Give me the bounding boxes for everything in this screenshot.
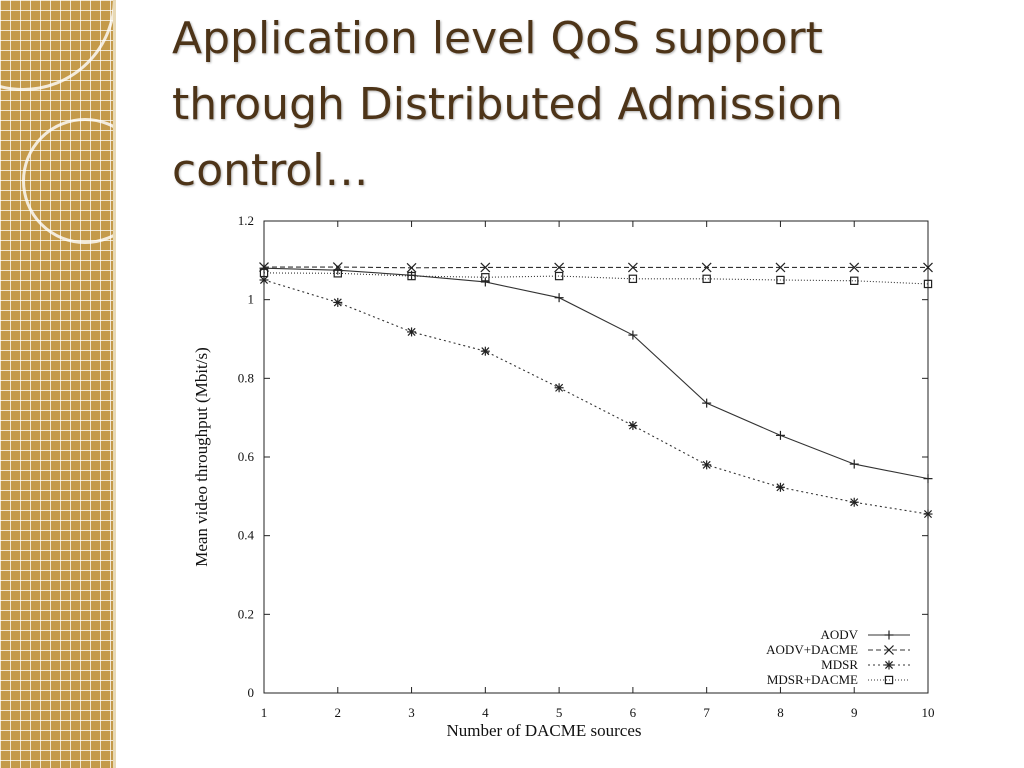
decorative-side-band [0, 0, 113, 768]
data-point-marker [480, 277, 490, 287]
x-tick-label: 7 [703, 705, 710, 720]
data-point-marker [628, 421, 638, 431]
x-axis-label: Number of DACME sources [447, 721, 642, 740]
data-point-marker [775, 482, 785, 492]
legend-label: MDSR+DACME [767, 672, 858, 687]
x-tick-label: 8 [777, 705, 784, 720]
data-point-marker [923, 262, 933, 273]
data-point-marker [923, 509, 933, 519]
data-point-marker [259, 263, 269, 273]
series-line-2 [263, 279, 929, 515]
data-point-marker [259, 268, 269, 278]
y-axis-label: Mean video throughput (Mbit/s) [192, 347, 211, 567]
data-point-marker [554, 383, 564, 393]
data-point-marker [333, 269, 342, 278]
y-tick-label: 0.8 [238, 370, 254, 385]
x-tick-label: 3 [408, 705, 415, 720]
data-point-marker [775, 262, 786, 273]
y-tick-label: 0.2 [238, 606, 254, 621]
data-point-marker [702, 398, 712, 408]
line-chart: 1 2 3 4 5 6 7 8 9 10 0 0.2 0.4 0.6 0.8 1 1.2 AODVAODV+DA… [192, 213, 935, 740]
y-tick-label: 0 [248, 685, 255, 700]
data-point-marker [480, 262, 491, 273]
plot-frame [263, 220, 929, 694]
x-tick-label: 5 [556, 705, 563, 720]
data-point-marker [849, 262, 860, 273]
axes-layer: 1 2 3 4 5 6 7 8 9 10 0 0.2 0.4 0.6 0.8 1 1.2 [238, 213, 935, 720]
x-tick-label: 6 [630, 705, 637, 720]
side-band-edge [113, 0, 116, 768]
data-point-marker [406, 262, 417, 273]
x-tick-label: 10 [922, 705, 935, 720]
data-point-marker [628, 274, 638, 284]
data-point-marker [702, 460, 712, 470]
y-tick-label: 0.4 [238, 528, 255, 543]
series-layer [259, 262, 933, 519]
series-line-3 [263, 272, 929, 285]
data-point-marker [554, 271, 564, 281]
x-tick-label: 4 [482, 705, 489, 720]
y-tick-label: 1 [248, 292, 255, 307]
legend-label: MDSR [821, 657, 858, 672]
x-tick-label: 1 [261, 705, 268, 720]
data-point-marker [775, 430, 785, 440]
series-line-0 [263, 267, 929, 480]
x-tick-label: 9 [851, 705, 858, 720]
data-point-marker [776, 275, 785, 285]
y-tick-label: 0.6 [238, 449, 255, 464]
data-point-marker [554, 293, 564, 303]
data-point-marker [480, 346, 490, 356]
series-line-1 [264, 266, 928, 269]
legend-marker [884, 675, 894, 685]
legend-label: AODV+DACME [766, 642, 858, 657]
x-tick-label: 2 [335, 705, 342, 720]
data-point-marker [923, 474, 933, 484]
legend-marker [884, 660, 894, 670]
data-point-marker [554, 262, 565, 273]
data-point-marker [407, 271, 416, 281]
data-point-marker [701, 262, 712, 273]
decorative-ring-top [0, 0, 113, 91]
decorative-ring-middle [22, 118, 113, 244]
legend-marker [884, 630, 894, 640]
data-point-marker [850, 276, 859, 285]
data-point-marker [849, 459, 859, 469]
legend-label: AODV [820, 627, 858, 642]
legend-marker [884, 645, 894, 655]
data-point-marker [849, 497, 859, 507]
data-point-marker [923, 279, 933, 289]
data-point-marker [627, 262, 638, 273]
data-point-marker [628, 330, 638, 340]
data-point-marker [702, 274, 711, 284]
data-point-marker [481, 273, 490, 282]
data-point-marker [333, 297, 343, 307]
y-tick-label: 1.2 [238, 213, 254, 228]
data-point-marker [407, 327, 417, 337]
slide-title: Application level QoS support through Di… [172, 13, 843, 196]
